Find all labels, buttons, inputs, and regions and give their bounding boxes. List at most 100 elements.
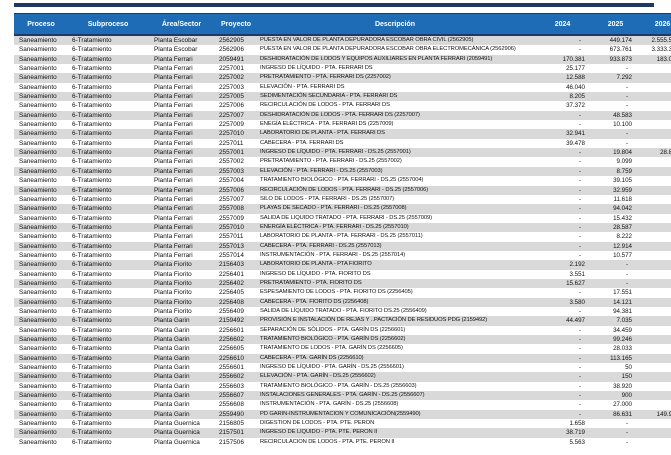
cell-2026: -	[639, 176, 671, 185]
cell-subproceso: 6-Tratamiento	[72, 420, 112, 428]
col-header-2024: 2024	[533, 13, 592, 36]
cell-proceso: Saneamiento	[19, 326, 57, 334]
cell-proceso: Saneamiento	[19, 65, 57, 73]
cell-2025: -	[625, 130, 628, 138]
table-row: Saneamiento 6-Tratamiento Planta Ferrari 25…	[14, 222, 671, 233]
cell-proceso: Saneamiento	[19, 336, 57, 343]
cell-descripcion: LABORATORIO DE PLANTA - PTA. FERRARI - D…	[260, 233, 423, 240]
cell-2025: 86.631	[613, 410, 632, 418]
table-row: Saneamiento 6-Tratamiento Planta Guernica 2…	[14, 419, 671, 429]
cell-2024: -	[578, 392, 581, 400]
table-row: Saneamiento 6-Tratamiento Planta Garin 2256…	[14, 353, 671, 364]
cell-descripcion: INGRESO DE LIQUIDO - PTA. PTE. PERON II	[260, 429, 378, 436]
cell-2024: -	[578, 251, 581, 259]
cell-2026: -	[639, 419, 671, 428]
cell-2026: -	[639, 204, 671, 213]
cell-area-sector: Planta Guernica	[154, 438, 200, 446]
cell-descripcion: TRATAMIENTO BIOLÓGICO - PTA. GARÍN - DS.…	[260, 382, 417, 389]
cell-2024: 37.372	[566, 102, 585, 110]
cell-subproceso: 6-Tratamiento	[72, 102, 112, 110]
table-row: Saneamiento 6-Tratamiento Planta Ferrari 20…	[14, 54, 671, 65]
cell-proceso: Saneamiento	[19, 214, 57, 222]
cell-2024: 2.192	[569, 261, 585, 269]
cell-2025: 9.099	[616, 158, 632, 166]
cell-2024: -	[578, 223, 581, 231]
cell-area-sector: Planta Fiorito	[154, 261, 192, 269]
cell-proceso: Saneamiento	[19, 37, 57, 44]
cell-subproceso: 6-Tratamiento	[72, 382, 112, 390]
cell-area-sector: Planta Guernica	[154, 429, 200, 437]
cell-proyecto: 2159492	[219, 317, 244, 325]
cell-2026: -	[639, 73, 671, 82]
cell-area-sector: Planta Ferrari	[154, 167, 193, 175]
col-header-descripcion: Descripción	[257, 13, 533, 36]
cell-descripcion: DIGESTION DE LODOS - PTA. PTE. PERON	[260, 420, 375, 427]
cell-proyecto: 2257005	[219, 93, 244, 101]
cell-area-sector: Planta Garin	[154, 336, 190, 343]
cell-proceso: Saneamiento	[19, 279, 57, 287]
cell-subproceso: 6-Tratamiento	[72, 242, 112, 250]
cell-2025: 48.583	[613, 111, 632, 119]
cell-proyecto: 2257010	[219, 130, 244, 138]
cell-subproceso: 6-Tratamiento	[72, 167, 112, 175]
cell-proyecto: 2557003	[219, 167, 244, 175]
cell-subproceso: 6-Tratamiento	[72, 336, 112, 343]
cell-2024: 46.040	[566, 83, 585, 91]
cell-2024: -	[578, 354, 581, 362]
cell-descripcion: TRATAMIENTO DE LODOS - PTA. GARÍN DS (22…	[260, 345, 403, 352]
cell-proyecto: 2059491	[219, 55, 244, 63]
cell-subproceso: 6-Tratamiento	[72, 298, 112, 306]
cell-subproceso: 6-Tratamiento	[72, 93, 112, 101]
cell-2024: -	[578, 326, 581, 334]
cell-2026: -	[639, 316, 671, 325]
cell-subproceso: 6-Tratamiento	[72, 83, 112, 91]
cell-proceso: Saneamiento	[19, 261, 57, 269]
cell-descripcion: PD GARIN-INSTRUMENTACION Y COMUNICACIÓN(…	[260, 410, 421, 417]
cell-2026: -	[639, 363, 671, 372]
table-row: Saneamiento 6-Tratamiento Planta Ferrari 25…	[14, 166, 671, 177]
cell-proceso: Saneamiento	[19, 102, 57, 110]
table-row: Saneamiento 6-Tratamiento Planta Ferrari 22…	[14, 120, 671, 130]
cell-proyecto: 2256602	[219, 336, 244, 343]
cell-2026: -	[639, 92, 671, 101]
cell-area-sector: Planta Ferrari	[154, 214, 193, 222]
cell-descripcion: PRETRATAMIENTO - PTA. FERRARI - DS.25 (2…	[260, 158, 402, 165]
cell-2025: 8.222	[616, 233, 632, 241]
cell-area-sector: Planta Ferrari	[154, 149, 193, 157]
cell-area-sector: Planta Fiorito	[154, 270, 192, 278]
cell-descripcion: SEPARACIÓN DE SÓLIDOS - PTA. GARÍN DS (2…	[260, 326, 406, 333]
cell-2026: -	[639, 223, 671, 232]
table-row: Saneamiento 6-Tratamiento Planta Ferrari 22…	[14, 64, 671, 74]
cell-2025: 933.873	[609, 55, 632, 63]
cell-descripcion: DESHIDRATACIÓN DE LODOS Y EQUIPOS AUXILI…	[260, 55, 493, 62]
cell-proyecto: 2562905	[219, 37, 244, 44]
cell-proyecto: 2256402	[219, 279, 244, 287]
cell-proceso: Saneamiento	[19, 270, 57, 278]
table-row: Saneamiento 6-Tratamiento Planta Fiorito 22…	[14, 288, 671, 298]
cell-proyecto: 2557004	[219, 177, 244, 185]
cell-proyecto: 2557009	[219, 214, 244, 222]
table-row: Saneamiento 6-Tratamiento Planta Garin 2556…	[14, 391, 671, 401]
cell-descripcion: PUESTA EN VALOR DE PLANTA DEPURADORA ESC…	[260, 46, 516, 53]
cell-2024: -	[578, 167, 581, 175]
cell-2025: 10.577	[613, 251, 632, 259]
cell-area-sector: Planta Escobar	[154, 37, 198, 44]
cell-proceso: Saneamiento	[19, 401, 57, 409]
cell-descripcion: INGRESO DE LÍQUIDO - PTA. GARÍN - DS.25 …	[260, 364, 404, 371]
cell-2026: -	[639, 391, 671, 400]
cell-subproceso: 6-Tratamiento	[72, 345, 112, 353]
cell-proyecto: 2557008	[219, 205, 244, 213]
cell-2024: 3.551	[569, 270, 585, 278]
cell-proceso: Saneamiento	[19, 382, 57, 390]
cell-2025: 34.459	[613, 326, 632, 334]
cell-descripcion: INGRESO DE LÍQUIDO - PTA. FERRARI DS	[260, 65, 373, 72]
cell-proyecto: 2257003	[219, 83, 244, 91]
cell-area-sector: Planta Ferrari	[154, 186, 193, 194]
cell-2026: -	[639, 344, 671, 353]
cell-2026: -	[639, 298, 671, 307]
cell-proyecto: 2256610	[219, 354, 244, 362]
cell-descripcion: ESPESAMIENTO DE LODOS - PTA. FIORITO DS …	[260, 289, 413, 296]
cell-2025: -	[625, 93, 628, 101]
cell-proceso: Saneamiento	[19, 74, 57, 82]
